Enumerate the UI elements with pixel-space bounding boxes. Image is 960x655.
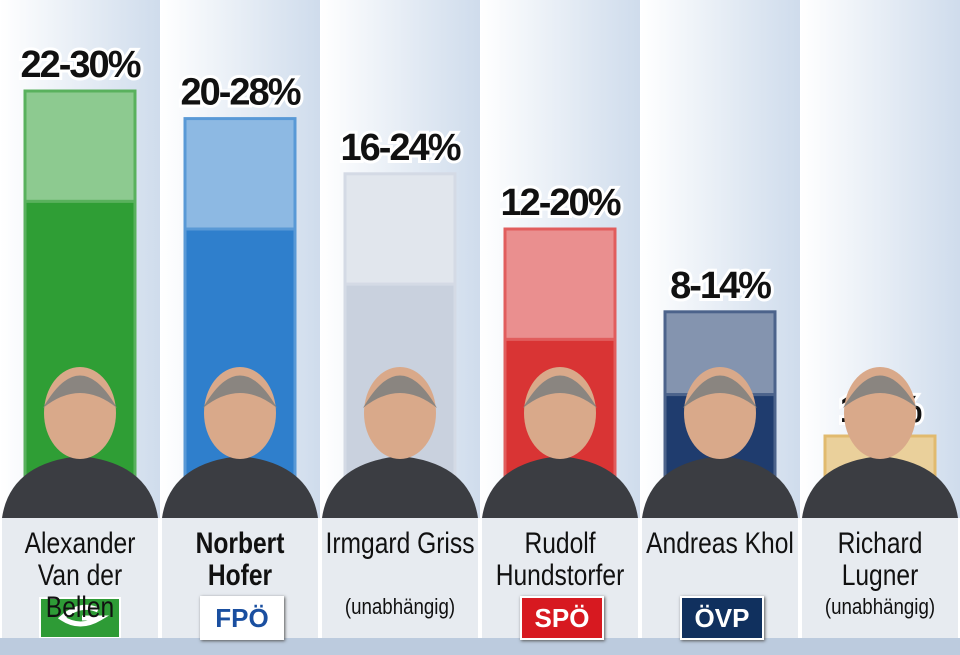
candidate-note: (unabhängig) <box>344 594 456 619</box>
portrait-body <box>322 456 478 518</box>
value-label: 20-28% <box>181 72 301 114</box>
party-badge <box>39 597 121 639</box>
candidate-name: Andreas Khol <box>646 527 794 560</box>
bar-range <box>23 89 137 203</box>
portrait-body <box>2 456 158 518</box>
value-label: 12-20% <box>501 182 621 224</box>
party-badge: ÖVP <box>680 596 764 640</box>
candidate-name: Richard Lugner <box>837 527 923 592</box>
portrait-hair <box>43 375 117 408</box>
candidate-note: (unabhängig) <box>824 594 936 619</box>
portrait-body <box>482 456 638 518</box>
portrait-body <box>642 456 798 518</box>
candidate-name: Alexander Van der Bellen <box>24 527 136 624</box>
value-label: 16-24% <box>341 127 461 169</box>
bar-range <box>183 117 297 231</box>
bar-range <box>503 227 617 341</box>
label-band <box>322 518 478 638</box>
candidate-name: Irmgard Griss <box>325 527 475 560</box>
portrait-hair <box>683 375 757 408</box>
portrait-hair <box>363 375 437 408</box>
portrait-hair <box>523 375 597 408</box>
portrait-body <box>162 456 318 518</box>
bottom-strip <box>0 638 960 655</box>
party-badge: SPÖ <box>520 596 604 640</box>
portrait-body <box>802 456 958 518</box>
value-label: 22-30% <box>21 44 141 86</box>
portrait-hair <box>843 375 917 408</box>
portrait-hair <box>203 375 277 408</box>
value-label: 8-14% <box>670 265 771 307</box>
label-band <box>802 518 958 638</box>
party-logo <box>57 604 110 627</box>
candidate-name: Rudolf Hundstorfer <box>495 527 625 592</box>
bar-range <box>343 172 457 286</box>
candidate-name: Norbert Hofer <box>195 527 285 592</box>
party-badge: FPÖ <box>200 596 284 640</box>
